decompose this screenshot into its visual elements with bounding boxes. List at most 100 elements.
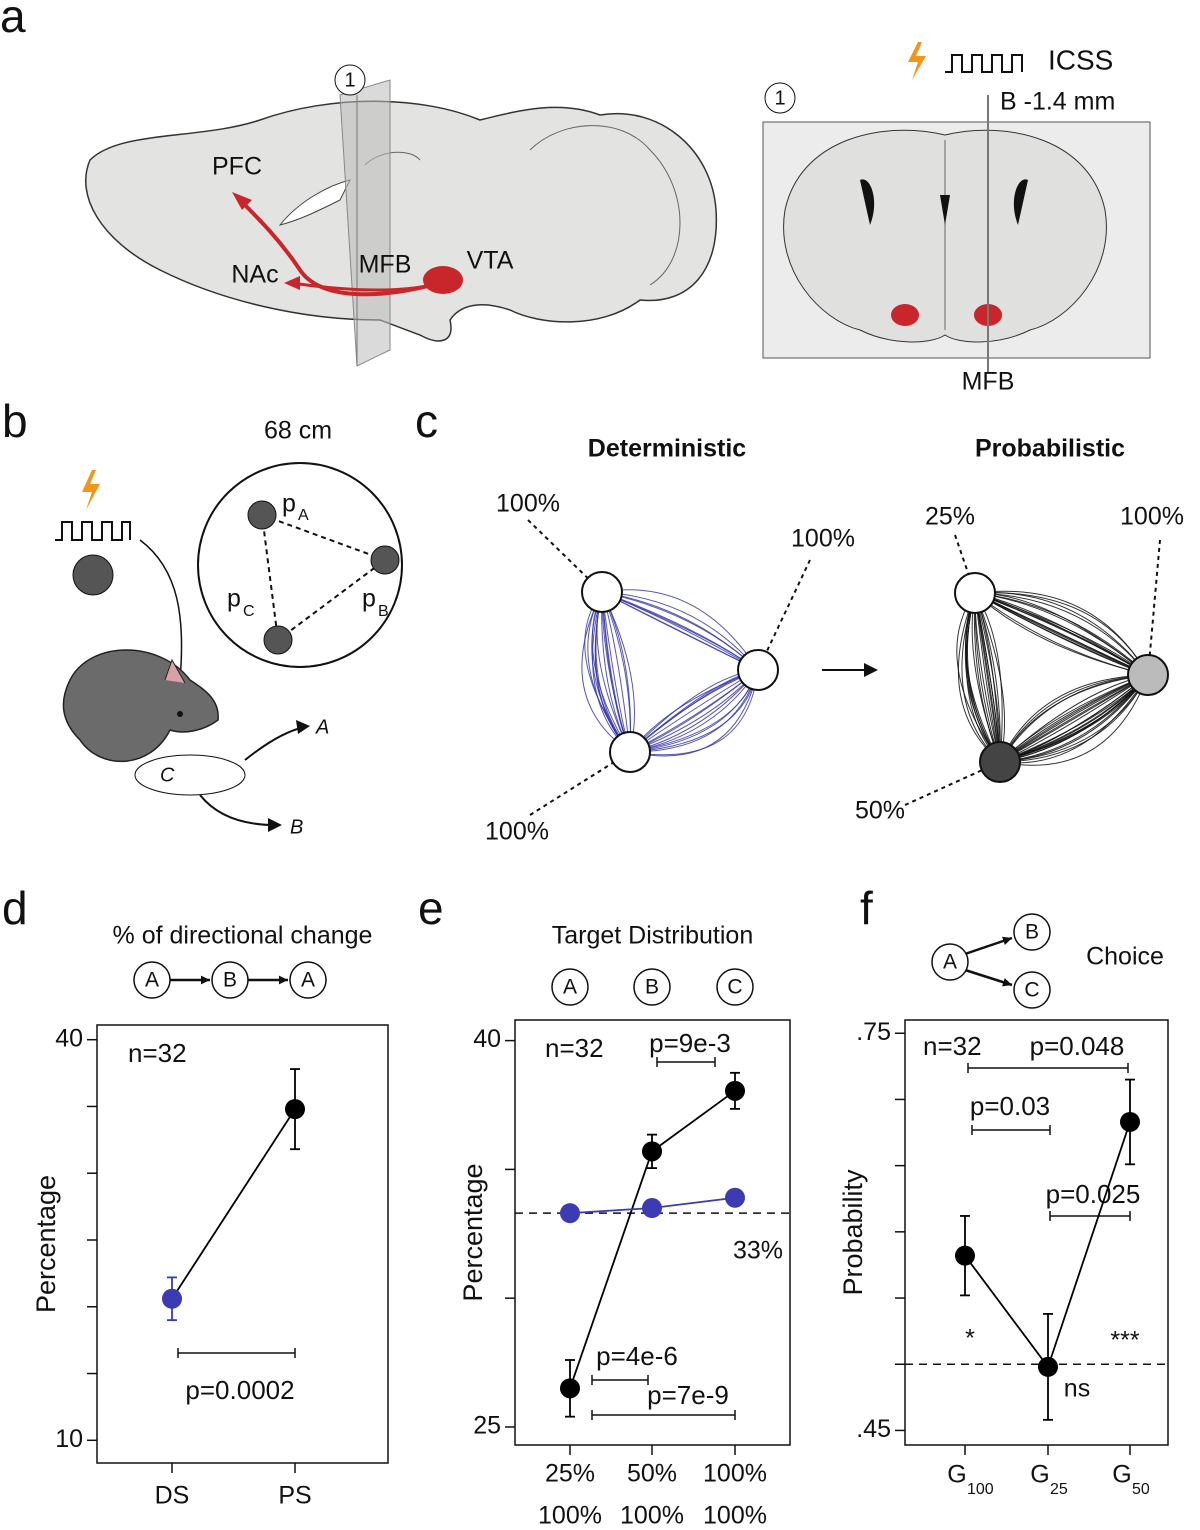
probability-label: 50%: [855, 797, 905, 825]
trajectory: [601, 591, 631, 753]
y-tick-label: .75: [856, 1018, 891, 1046]
target-label: p: [282, 490, 296, 518]
header-node-label: C: [727, 976, 742, 999]
header-node: [289, 961, 327, 999]
plot-frame: [96, 1024, 389, 1464]
header-node: [931, 943, 969, 981]
x-tick-label: G: [947, 1461, 966, 1489]
annotation: n=32: [923, 1031, 982, 1061]
panel-label: a: [0, 0, 26, 42]
probability-label: 25%: [925, 503, 975, 531]
x-tick-label: G: [1112, 1461, 1131, 1489]
arena-schematic: [55, 462, 403, 832]
trajectory-targets: [527, 519, 1169, 816]
trajectory: [974, 590, 1149, 676]
header-node-label: A: [301, 969, 315, 992]
trajectory: [999, 674, 1149, 763]
x-tick-label-2: 100%: [538, 1502, 602, 1530]
condition-title: Deterministic: [588, 435, 746, 463]
x-tick-subscript: 25: [1050, 1481, 1068, 1498]
region-label: PFC: [212, 153, 262, 181]
chart-title: % of directional change: [113, 922, 373, 950]
condition-title: Probabilistic: [975, 435, 1125, 463]
panel-label: f: [860, 882, 873, 934]
x-tick-label: 100%: [703, 1460, 767, 1488]
point: [285, 1099, 305, 1120]
arrow-head: [278, 975, 288, 985]
coronal-section: [762, 42, 1151, 372]
region-label: NAc: [231, 261, 278, 289]
region-label: VTA: [467, 247, 514, 275]
trajectory: [999, 674, 1149, 763]
region-label: MFB: [962, 368, 1015, 396]
arena-size: 68 cm: [264, 417, 332, 445]
point: [162, 1288, 182, 1309]
target-subscript: C: [243, 603, 255, 620]
plane-label: 1: [774, 87, 785, 109]
trajectory: [629, 669, 759, 757]
stim-label: ICSS: [1048, 44, 1113, 75]
point: [1120, 1111, 1140, 1132]
probability-label: 100%: [791, 525, 855, 553]
probability-label: 100%: [485, 818, 549, 846]
x-tick-label: 25%: [545, 1460, 595, 1488]
sagittal-brain: [85, 64, 718, 367]
y-tick-label: 10: [55, 1425, 83, 1453]
header-node: [716, 968, 754, 1006]
header-node-label: B: [645, 976, 659, 999]
header-node: [551, 968, 589, 1006]
trajectory: [629, 669, 759, 756]
point: [955, 1245, 975, 1266]
target-subscript: B: [378, 603, 389, 620]
panel-label: e: [418, 882, 444, 934]
annotation: p=4e-6: [596, 1341, 678, 1371]
header-node-label: A: [563, 976, 577, 999]
choice-label: A: [315, 716, 329, 738]
significance: *: [965, 1325, 975, 1353]
point: [725, 1080, 745, 1101]
header-node: [1013, 913, 1051, 951]
trajectory: [601, 591, 759, 671]
region-label: MFB: [359, 251, 412, 279]
header-node: [133, 961, 171, 999]
arrow-head: [200, 975, 210, 985]
annotation: p=0.03: [970, 1091, 1050, 1121]
point: [560, 1203, 580, 1224]
y-tick-label: .45: [856, 1415, 891, 1443]
choice-label: B: [290, 816, 303, 838]
y-axis-title: Probability: [838, 1169, 868, 1296]
x-tick-label: DS: [155, 1482, 190, 1510]
header-node: [211, 961, 249, 999]
coordinate-label: B -1.4 mm: [1000, 88, 1115, 116]
trajectories: [581, 589, 1149, 766]
x-tick-label-2: 100%: [703, 1502, 767, 1530]
target-subscript: A: [298, 507, 309, 524]
x-tick-label: PS: [278, 1482, 311, 1510]
trajectory: [601, 589, 759, 671]
panel-label: b: [2, 395, 28, 447]
trajectory: [974, 592, 1149, 676]
panel-label: c: [415, 395, 438, 447]
header-node-label: C: [1024, 979, 1039, 1002]
annotation: p=9e-3: [649, 1028, 731, 1058]
header-node-label: A: [145, 969, 159, 992]
header-node-label: B: [223, 969, 237, 992]
annotation: p=0.025: [1046, 1179, 1141, 1209]
chart-title: Choice: [1086, 943, 1164, 971]
point: [642, 1141, 662, 1162]
choice-label: C: [160, 764, 175, 786]
x-tick-label: G: [1030, 1461, 1049, 1489]
trajectory: [601, 591, 759, 671]
annotation: p=7e-9: [647, 1380, 729, 1410]
target-label: p: [227, 585, 241, 613]
point: [725, 1187, 745, 1208]
trajectory: [601, 591, 635, 753]
annotation: p=0.048: [1030, 1031, 1125, 1061]
significance: ns: [1064, 1375, 1090, 1403]
annotation: n=32: [545, 1033, 604, 1063]
point: [642, 1198, 662, 1219]
point: [1038, 1356, 1058, 1377]
trajectory: [999, 674, 1149, 763]
x-tick-label-2: 100%: [620, 1502, 684, 1530]
probability-label: 100%: [1120, 503, 1184, 531]
